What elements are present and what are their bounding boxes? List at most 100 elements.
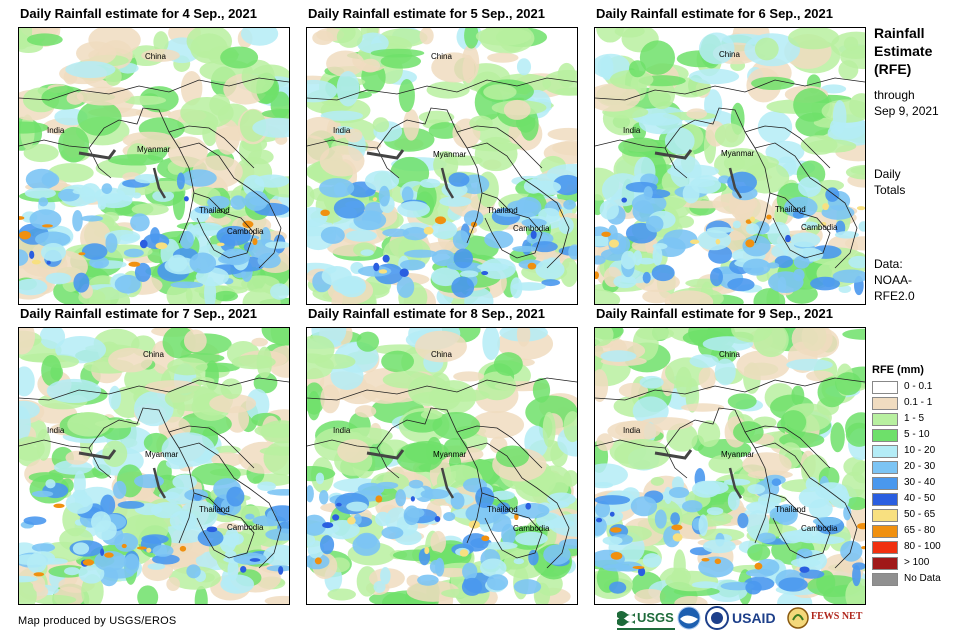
rain-patch <box>264 595 289 604</box>
rainfall-map: China India Myanmar Thailand Cambodia <box>594 327 866 605</box>
rain-patch <box>698 32 735 65</box>
rain-patch-intense <box>799 566 810 573</box>
rain-patch-heavy <box>642 271 651 284</box>
rain-patch-heavy <box>378 185 390 207</box>
rain-patch <box>723 154 746 171</box>
rain-patch-heavy <box>732 220 741 229</box>
rain-patch <box>838 284 852 293</box>
rain-patch <box>595 289 621 304</box>
label-thailand: Thailand <box>775 205 806 214</box>
rain-patch <box>153 31 169 53</box>
rain-patch <box>469 115 493 131</box>
country-border <box>88 407 195 544</box>
rain-patch-heavy <box>512 282 546 291</box>
rain-patch <box>166 577 180 591</box>
legend-title: RFE (mm) <box>872 364 924 376</box>
rain-patch <box>800 135 838 155</box>
rain-patch-heavy <box>65 492 93 514</box>
rain-patch <box>327 588 356 601</box>
rain-patch-heavy <box>38 197 49 207</box>
rain-patch <box>563 411 577 443</box>
rain-patch <box>642 289 672 304</box>
rain-patch-heavy <box>544 519 575 528</box>
rain-patch <box>326 50 365 77</box>
rain-patch <box>686 108 708 119</box>
rain-patch <box>563 470 577 487</box>
rain-patch-heavy <box>840 489 850 508</box>
legend-label: 5 - 10 <box>904 429 930 440</box>
country-border <box>744 125 831 169</box>
rain-patch-heavy <box>521 218 547 227</box>
rain-patch-heavy <box>727 278 755 292</box>
label-china: China <box>719 50 740 59</box>
rain-patch-heavy <box>778 577 808 592</box>
rain-patch-heavy <box>315 472 325 485</box>
rain-patch-heavy <box>266 510 276 526</box>
rain-patch <box>841 471 865 498</box>
rain-patch-heavy <box>31 490 54 498</box>
rain-patch-heavy <box>19 249 29 266</box>
legend-item: 10 - 20 <box>872 444 935 460</box>
rain-patch-heavy <box>73 272 90 293</box>
rain-patch-heavy <box>420 488 450 500</box>
label-india: India <box>47 126 65 135</box>
rain-patch-heavy <box>207 195 230 209</box>
rain-patch <box>689 354 719 368</box>
rain-patch-heavy <box>257 481 276 492</box>
rain-patch <box>431 52 478 83</box>
rain-patch-heavy <box>396 276 415 298</box>
rain-patch <box>254 423 289 438</box>
label-myanmar: Myanmar <box>137 145 171 154</box>
label-thailand: Thailand <box>775 505 806 514</box>
rain-patch <box>108 347 153 373</box>
rain-patch-intense <box>423 226 434 235</box>
rain-patch <box>137 585 159 604</box>
rain-patch-heavy <box>265 528 289 541</box>
rain-patch <box>248 149 274 165</box>
rain-patch <box>628 60 646 78</box>
rain-patch-heavy <box>769 506 796 523</box>
rain-patch <box>108 154 164 166</box>
rain-patch-heavy <box>852 562 865 570</box>
rain-patch <box>495 445 530 468</box>
rain-patch-heavy <box>267 488 289 496</box>
rain-patch <box>767 221 790 247</box>
rain-patch-heavy <box>419 178 441 188</box>
legend-item: > 100 <box>872 556 929 572</box>
label-thailand: Thailand <box>199 505 230 514</box>
rain-patch-heavy <box>406 507 425 519</box>
rain-patch-heavy <box>230 195 246 210</box>
rain-patch-heavy <box>745 568 775 578</box>
rain-patch-heavy <box>821 485 831 496</box>
coast-mark <box>728 167 743 199</box>
rain-patch-heavy <box>114 532 139 552</box>
rain-patch <box>19 366 35 397</box>
rain-patch-heavy <box>41 172 60 187</box>
legend-label: 0.1 - 1 <box>904 397 933 408</box>
rain-patch <box>183 329 207 353</box>
label-india: India <box>333 126 351 135</box>
country-border <box>178 142 282 269</box>
rain-patch-heavy <box>595 495 631 505</box>
rain-patch-heavy <box>779 531 804 544</box>
label-thailand: Thailand <box>487 505 518 514</box>
country-border <box>193 492 255 559</box>
label-india: India <box>333 426 351 435</box>
rain-patch <box>639 40 676 75</box>
legend-item: 1 - 5 <box>872 412 924 428</box>
rain-patch-heavy <box>19 575 38 583</box>
label-myanmar: Myanmar <box>145 450 179 459</box>
rain-patch-heavy <box>448 172 470 187</box>
totals-label: Totals <box>874 183 906 197</box>
rain-patch-intense <box>278 565 284 575</box>
rain-patch-intense <box>347 516 356 525</box>
rain-patch-heavy <box>832 269 865 283</box>
usgs-logo: USGS <box>617 606 675 632</box>
coast-mark <box>366 449 405 460</box>
rain-patch-intense <box>82 559 95 566</box>
rain-patch <box>398 79 415 113</box>
rain-patch-heavy <box>123 553 140 575</box>
rain-patch <box>133 391 174 427</box>
country-border <box>595 377 865 401</box>
rain-patch <box>595 328 614 346</box>
